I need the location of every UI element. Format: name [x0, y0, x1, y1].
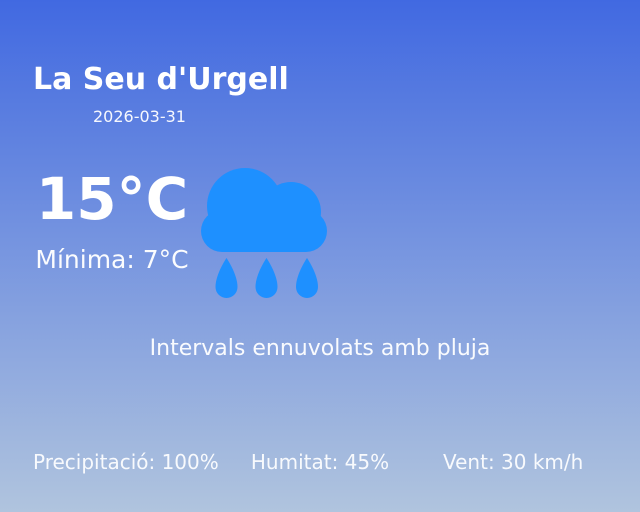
cloud-shape — [201, 168, 327, 252]
cloud-rain-icon — [201, 168, 327, 298]
condition-text: Intervals ennuvolats amb pluja — [149, 336, 491, 361]
humidity-stat: Humitat: 45% — [250, 450, 390, 474]
temperature-value: 15°C — [35, 165, 189, 233]
date-label: 2026-03-31 — [93, 107, 186, 126]
city-title: La Seu d'Urgell — [33, 62, 289, 97]
raindrops — [215, 258, 318, 298]
minimum-temperature: Mínima: 7°C — [35, 245, 189, 274]
precipitation-stat: Precipitació: 100% — [33, 450, 219, 474]
wind-stat: Vent: 30 km/h — [443, 450, 584, 474]
